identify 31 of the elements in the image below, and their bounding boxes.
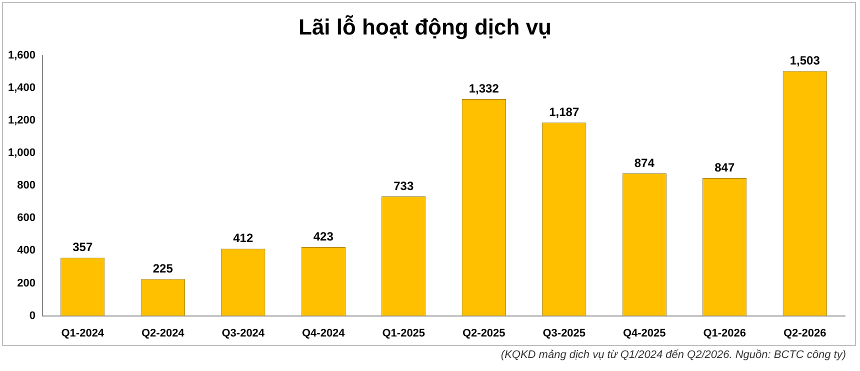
y-tick-label: 0 <box>29 310 36 322</box>
y-tick-label: 200 <box>17 277 36 290</box>
data-label: 874 <box>634 156 655 170</box>
data-label: 423 <box>313 229 334 244</box>
y-tick-label: 400 <box>17 244 36 257</box>
data-label: 412 <box>233 231 254 246</box>
data-label: 1,503 <box>790 54 820 68</box>
data-label: 225 <box>152 261 174 276</box>
x-tick-label: Q1-2024 <box>61 327 105 340</box>
y-tick-label: 1,000 <box>8 147 36 160</box>
x-tick-label: Q4-2025 <box>622 327 666 340</box>
data-label: 1,187 <box>549 104 580 119</box>
chart-title: Lãi lỗ hoạt động dịch vụ <box>298 14 552 40</box>
x-tick-label: Q3-2024 <box>222 327 266 340</box>
text: (KQKD mảng dịch vụ từ Q1/2024 đến Q2/2026. Nguồn: BCTC công ty) <box>500 349 846 361</box>
data-label: 357 <box>72 240 93 254</box>
y-tick-label: 600 <box>17 212 36 224</box>
y-tick-label: 1,400 <box>8 82 36 94</box>
data-label: 1,332 <box>468 81 500 96</box>
x-tick-label: Q2-2026 <box>783 327 826 340</box>
y-tick-label: 800 <box>17 180 36 192</box>
x-tick-label: Q1-2025 <box>382 327 426 340</box>
data-label: 847 <box>714 160 735 174</box>
data-label: 733 <box>394 178 414 193</box>
x-tick-label: Q4-2024 <box>302 327 346 340</box>
x-tick-label: Q2-2025 <box>462 327 506 340</box>
x-tick-label: Q3-2025 <box>542 327 586 340</box>
y-tick-label: 1,600 <box>8 49 36 62</box>
x-tick-label: Q1-2026 <box>703 327 746 340</box>
x-tick-label: Q2-2024 <box>141 327 186 340</box>
y-tick-label: 1,200 <box>8 114 36 127</box>
